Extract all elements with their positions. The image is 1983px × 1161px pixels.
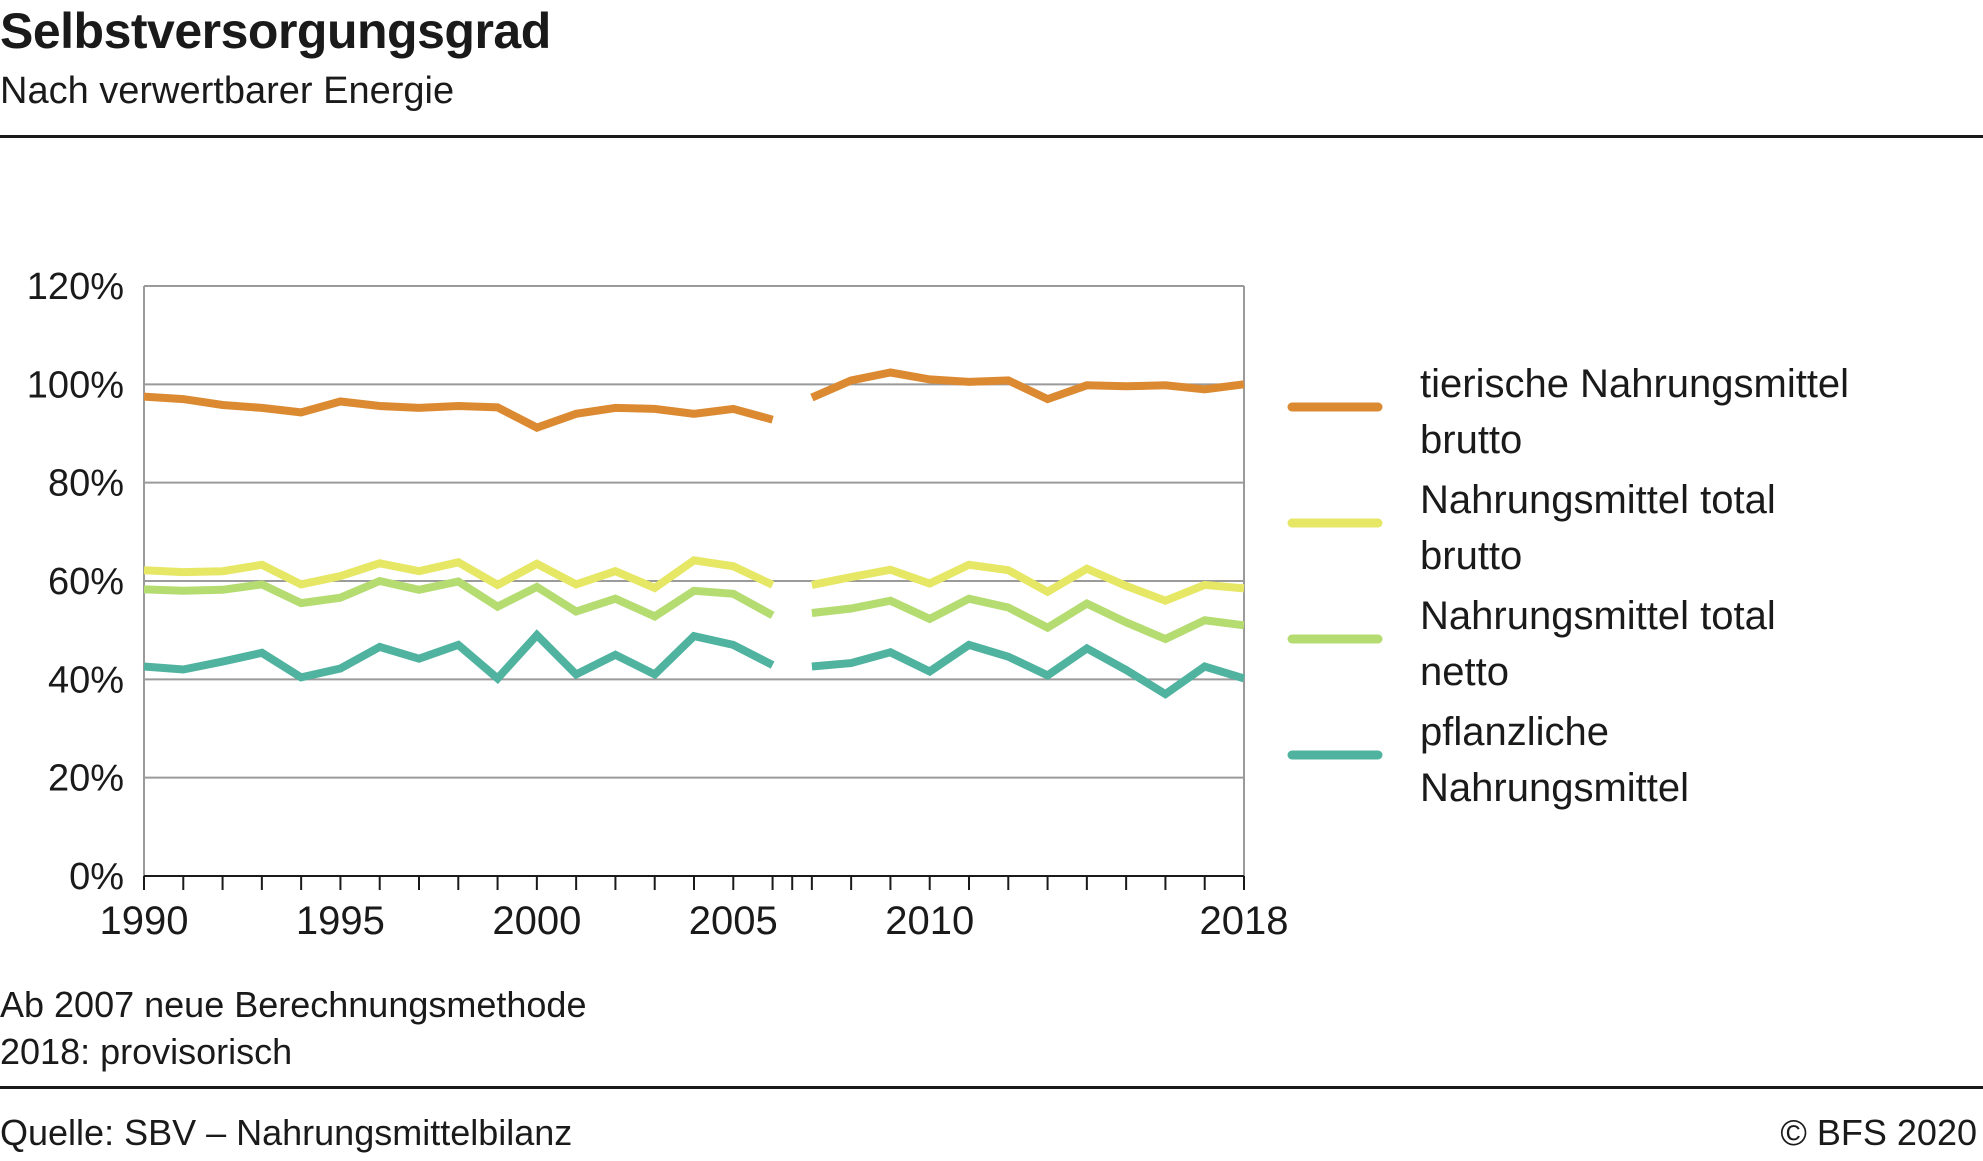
legend-item: pflanzliche Nahrungsmittel — [1287, 710, 1689, 810]
note-provisional: 2018: provisorisch — [0, 1031, 293, 1072]
legend-label: Nahrungsmittel total — [1420, 478, 1776, 522]
series-segment — [143, 392, 774, 432]
x-axis: 1990 1995 2000 2005 2010 2018 — [100, 875, 1289, 943]
y-axis: 0% 20% 40% 60% 80% 100% 120% — [27, 266, 145, 898]
footer-divider — [0, 1086, 1983, 1089]
y-tick-label: 40% — [48, 659, 124, 701]
legend-label: Nahrungsmittel total — [1420, 594, 1776, 638]
legend-item: tierische Nahrungsmittel brutto — [1287, 362, 1849, 462]
x-tick-label: 2005 — [689, 899, 778, 943]
chart-subtitle: Nach verwertbarer Energie — [0, 70, 455, 112]
x-tick-label: 1990 — [100, 899, 189, 943]
y-tick-label: 60% — [48, 561, 124, 603]
legend-label: tierische Nahrungsmittel — [1420, 362, 1849, 406]
legend-label: netto — [1420, 650, 1509, 694]
note-method-change: Ab 2007 neue Berechnungsmethode — [0, 984, 587, 1025]
x-tick-label: 2000 — [492, 899, 581, 943]
data-series — [143, 368, 1246, 699]
header-divider — [0, 135, 1983, 138]
y-tick-label: 20% — [48, 758, 124, 800]
copyright: © BFS 2020 — [1780, 1112, 1977, 1153]
series-line — [143, 368, 1245, 432]
y-tick-label: 100% — [27, 364, 124, 406]
legend-label: brutto — [1420, 534, 1522, 578]
legend-label: Nahrungsmittel — [1420, 766, 1689, 810]
series-segment — [811, 594, 1245, 644]
x-tick-label: 2018 — [1200, 899, 1289, 943]
x-tick-label: 2010 — [885, 899, 974, 943]
series-segment — [143, 576, 775, 621]
x-tick-label: 1995 — [296, 899, 385, 943]
series-line — [143, 556, 1245, 605]
series-segment — [143, 556, 775, 593]
y-tick-label: 80% — [48, 463, 124, 505]
chart-title: Selbstversorgungsgrad — [0, 3, 551, 59]
legend-label: pflanzliche — [1420, 710, 1609, 754]
series-segment — [811, 560, 1245, 605]
source-note: Quelle: SBV – Nahrungsmittelbilanz — [0, 1112, 573, 1153]
y-tick-label: 0% — [69, 856, 124, 898]
series-segment — [811, 640, 1246, 699]
legend-item: Nahrungsmittel total netto — [1287, 594, 1776, 694]
series-line — [143, 576, 1245, 644]
legend-label: brutto — [1420, 418, 1522, 462]
series-line — [143, 629, 1246, 699]
y-tick-label: 120% — [27, 266, 124, 308]
legend: tierische NahrungsmittelbruttoNahrungsmi… — [1287, 362, 1849, 810]
legend-item: Nahrungsmittel total brutto — [1287, 478, 1776, 578]
series-segment — [143, 629, 775, 684]
series-segment — [810, 368, 1245, 404]
